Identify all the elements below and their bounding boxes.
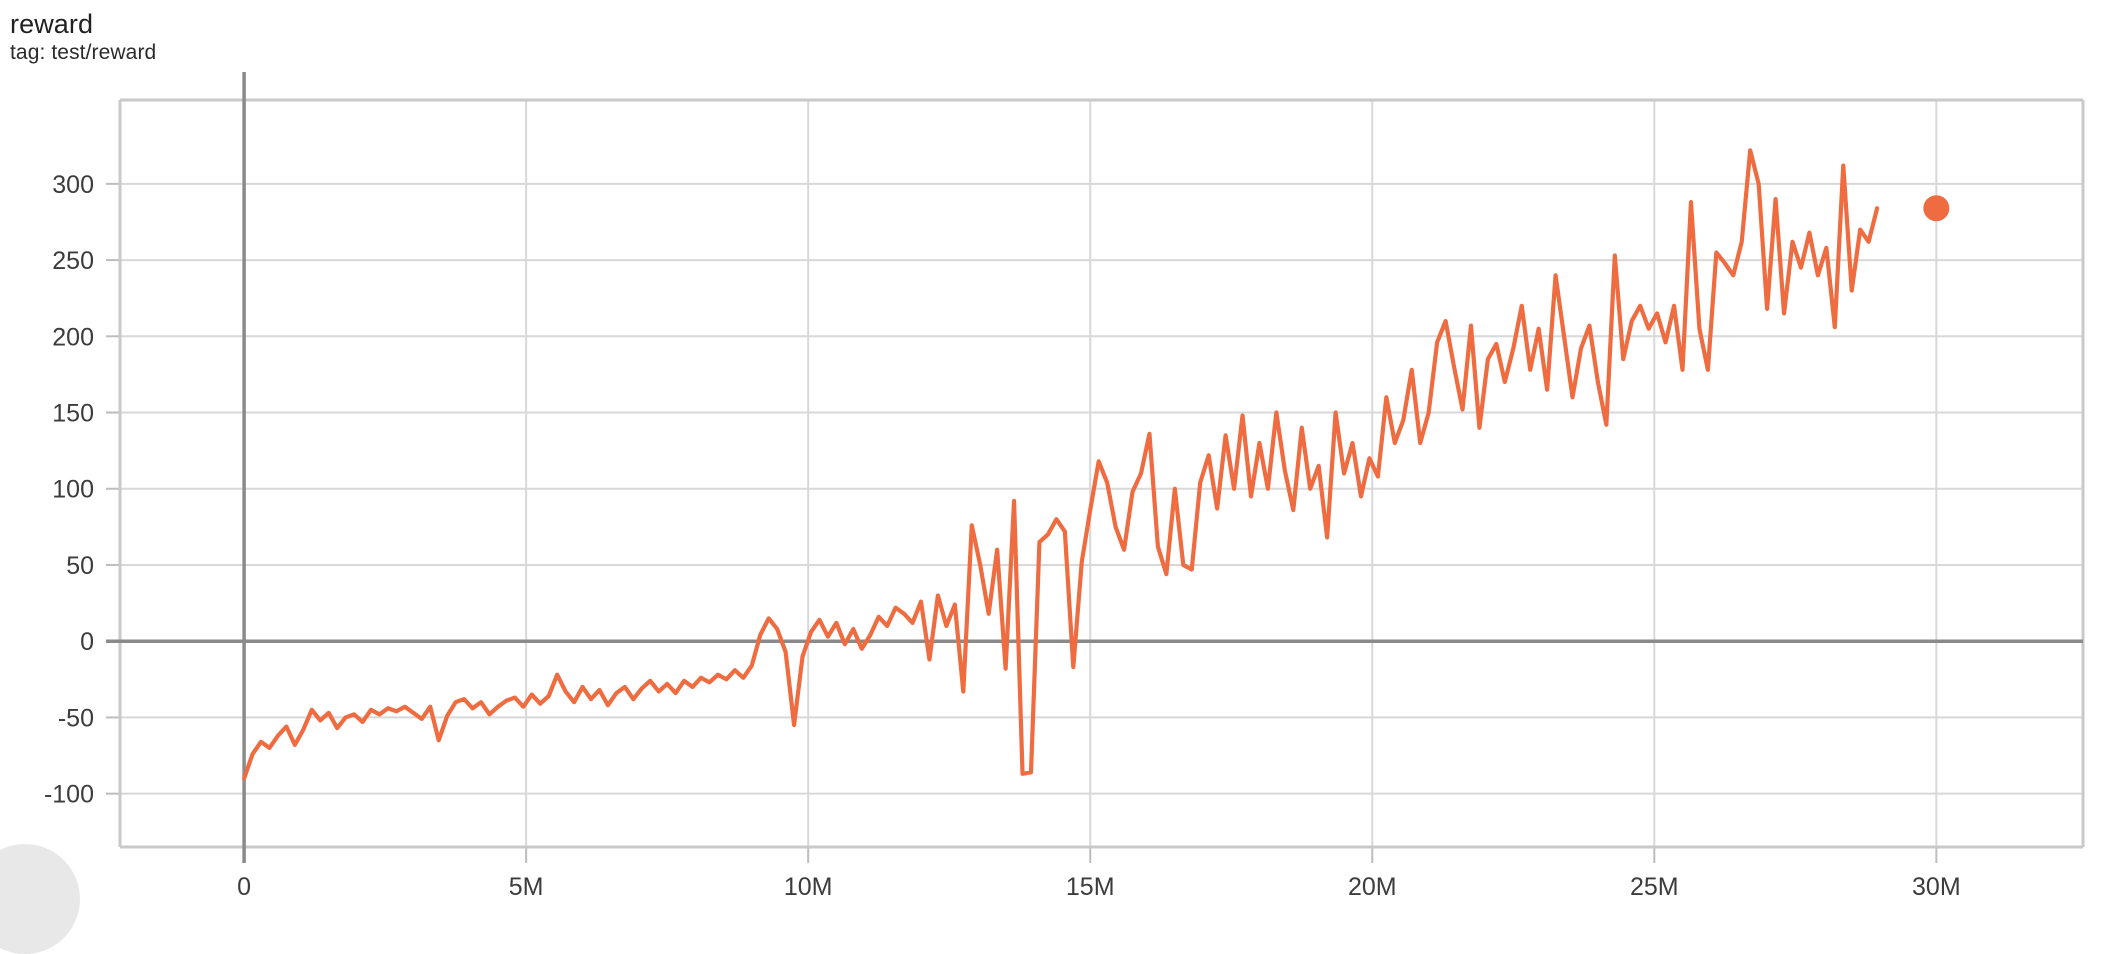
x-axis-tick-label: 20M	[1348, 873, 1397, 901]
y-axis-tick-label: 0	[80, 628, 94, 656]
y-axis-tick-label: -100	[44, 781, 94, 809]
x-axis-tick-label: 25M	[1630, 873, 1679, 901]
y-axis-tick-label: 100	[52, 476, 94, 504]
y-axis-tick-label: 200	[52, 323, 94, 351]
last-point-dot	[1923, 195, 1950, 222]
x-axis-tick-label: 5M	[509, 873, 544, 901]
x-axis-tick-label: 30M	[1912, 873, 1961, 901]
plot-border	[118, 98, 2085, 849]
y-axis-tick-label: 50	[66, 552, 94, 580]
grid-lines	[120, 100, 2083, 847]
page-title: reward	[10, 9, 94, 39]
y-axis-tick-label: 250	[52, 247, 94, 275]
chart-header: reward tag: test/reward	[10, 8, 910, 66]
series-reward[interactable]	[242, 148, 1880, 781]
x-axis-tick-label: 0	[237, 873, 251, 901]
last-point-marker[interactable]	[1923, 195, 1950, 222]
y-axis-tick-label: -50	[58, 704, 94, 732]
x-axis-tick-label: 10M	[784, 873, 833, 901]
plot-area[interactable]: -100 -50 0 50 100 150 200 250 300 0 5M 10M 15M 20M 25…	[0, 0, 2108, 908]
x-axis-tick-label: 15M	[1066, 873, 1115, 901]
chart-tag-label: tag: test/reward	[10, 41, 157, 64]
y-axis-labels: -100 -50 0 50 100 150 200 250 300	[44, 171, 94, 809]
y-axis-tick-label: 150	[52, 400, 94, 428]
line-chart-svg[interactable]: -100 -50 0 50 100 150 200 250 300 0 5M 10M 15M 20M 25…	[0, 0, 2108, 908]
x-axis-labels: 0 5M 10M 15M 20M 25M 30M	[237, 873, 1961, 901]
series-polyline-test-reward	[242, 148, 1880, 781]
zero-axis-lines	[106, 72, 2083, 863]
tick-marks	[106, 182, 1938, 863]
y-axis-tick-label: 300	[52, 171, 94, 199]
